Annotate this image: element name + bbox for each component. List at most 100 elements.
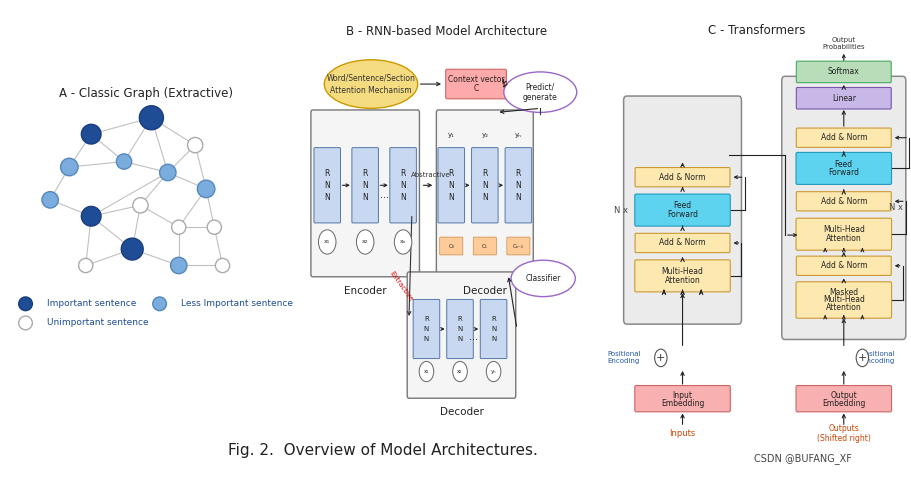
Circle shape — [855, 349, 867, 367]
Text: yₙ: yₙ — [515, 132, 521, 138]
Text: generate: generate — [522, 93, 557, 102]
Text: Attention: Attention — [825, 303, 861, 312]
Text: R: R — [515, 169, 520, 178]
Text: N: N — [324, 193, 330, 202]
Text: R: R — [448, 169, 454, 178]
FancyBboxPatch shape — [634, 233, 729, 253]
Text: N: N — [400, 193, 405, 202]
FancyBboxPatch shape — [435, 110, 533, 277]
Text: N x: N x — [887, 203, 902, 213]
Text: N: N — [424, 336, 428, 342]
FancyBboxPatch shape — [505, 147, 531, 223]
Text: Important sentence: Important sentence — [47, 299, 137, 308]
Text: Add & Norm: Add & Norm — [820, 197, 866, 206]
FancyBboxPatch shape — [311, 110, 419, 277]
Text: N: N — [448, 193, 454, 202]
Text: N: N — [362, 193, 368, 202]
Text: R: R — [324, 169, 330, 178]
Text: N: N — [515, 181, 521, 190]
FancyBboxPatch shape — [795, 192, 890, 211]
Circle shape — [486, 362, 500, 382]
Ellipse shape — [510, 260, 575, 296]
Text: Attention: Attention — [664, 276, 700, 285]
Text: Encoder: Encoder — [343, 285, 386, 295]
Text: Add & Norm: Add & Norm — [820, 133, 866, 142]
FancyBboxPatch shape — [313, 147, 340, 223]
Text: Extractive: Extractive — [389, 270, 414, 303]
Text: Multi-Head: Multi-Head — [822, 295, 864, 305]
Text: N: N — [457, 336, 462, 342]
Circle shape — [207, 220, 221, 234]
Text: Cₙ₋₁: Cₙ₋₁ — [512, 243, 523, 249]
Text: Multi-Head: Multi-Head — [822, 225, 864, 234]
Text: Forward: Forward — [666, 210, 697, 219]
Text: A - Classic Graph (Extractive): A - Classic Graph (Extractive) — [59, 87, 232, 100]
Text: Decoder: Decoder — [463, 285, 507, 295]
FancyBboxPatch shape — [795, 152, 891, 185]
Text: R: R — [482, 169, 487, 178]
FancyBboxPatch shape — [471, 147, 497, 223]
Circle shape — [81, 206, 101, 226]
FancyBboxPatch shape — [413, 299, 439, 359]
FancyBboxPatch shape — [634, 260, 730, 292]
Text: Embedding: Embedding — [821, 399, 865, 408]
Text: C: C — [473, 84, 478, 94]
Text: N: N — [481, 181, 487, 190]
Text: Masked: Masked — [828, 288, 857, 296]
Circle shape — [170, 257, 187, 274]
FancyBboxPatch shape — [634, 386, 730, 412]
Text: Abstractive: Abstractive — [411, 172, 450, 178]
Text: C - Transformers: C - Transformers — [708, 24, 804, 37]
FancyBboxPatch shape — [389, 147, 416, 223]
Text: +: + — [856, 353, 866, 363]
Text: x₁: x₁ — [424, 369, 429, 374]
FancyBboxPatch shape — [795, 282, 891, 318]
Text: N: N — [424, 326, 428, 332]
Text: Context vector: Context vector — [447, 75, 504, 84]
Circle shape — [18, 297, 33, 310]
Text: Word/Sentence/Section: Word/Sentence/Section — [326, 73, 415, 82]
Circle shape — [394, 230, 412, 254]
Text: Add & Norm: Add & Norm — [820, 261, 866, 270]
Text: N: N — [457, 326, 462, 332]
Text: Predict/: Predict/ — [525, 83, 554, 92]
Text: Softmax: Softmax — [827, 67, 859, 77]
Ellipse shape — [324, 60, 417, 108]
Circle shape — [197, 180, 215, 198]
Text: N: N — [362, 181, 368, 190]
Circle shape — [18, 316, 33, 330]
Text: Output
Probabilities: Output Probabilities — [822, 37, 865, 50]
FancyBboxPatch shape — [795, 218, 891, 250]
Text: Attention Mechanism: Attention Mechanism — [330, 86, 412, 94]
Text: Add & Norm: Add & Norm — [659, 173, 705, 182]
Text: R: R — [491, 316, 496, 322]
Text: R: R — [424, 316, 428, 322]
Circle shape — [171, 220, 186, 234]
Text: N: N — [400, 181, 405, 190]
FancyBboxPatch shape — [634, 168, 729, 187]
Text: ...: ... — [468, 332, 477, 342]
Text: N: N — [448, 181, 454, 190]
Circle shape — [215, 258, 230, 273]
FancyBboxPatch shape — [352, 147, 378, 223]
Text: B - RNN-based Model Architecture: B - RNN-based Model Architecture — [346, 25, 547, 38]
Text: Add & Norm: Add & Norm — [659, 239, 705, 247]
Text: x₁: x₁ — [323, 240, 330, 244]
FancyBboxPatch shape — [795, 88, 890, 109]
Text: ...: ... — [379, 190, 388, 201]
Text: N: N — [490, 336, 496, 342]
FancyBboxPatch shape — [439, 237, 462, 255]
Text: N: N — [324, 181, 330, 190]
Circle shape — [318, 230, 335, 254]
Text: Inputs: Inputs — [669, 429, 695, 438]
Circle shape — [452, 362, 466, 382]
Text: N: N — [490, 326, 496, 332]
Text: Feed: Feed — [834, 160, 852, 169]
Text: Outputs
(Shifted right): Outputs (Shifted right) — [816, 424, 870, 443]
Circle shape — [117, 154, 131, 169]
Circle shape — [139, 106, 163, 130]
Circle shape — [159, 164, 176, 181]
Text: Positional
Encoding: Positional Encoding — [606, 350, 640, 363]
FancyBboxPatch shape — [406, 272, 516, 398]
Circle shape — [81, 124, 101, 144]
